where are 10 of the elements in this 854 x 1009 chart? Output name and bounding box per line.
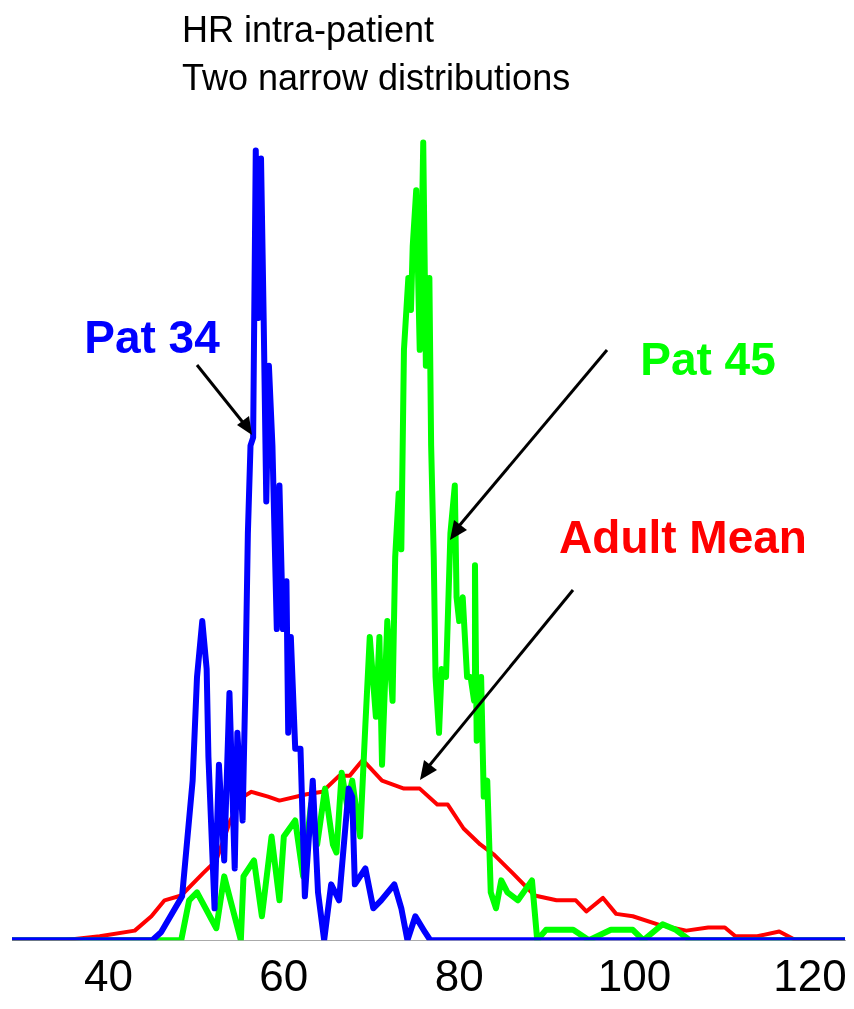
x-tick-label: 40 (83, 950, 133, 1000)
text: Adult Mean (559, 510, 807, 563)
series-label: Pat 34 (84, 310, 221, 363)
x-tick-label: 80 (434, 950, 484, 1000)
chart-title: HR intra-patient (182, 9, 435, 50)
chart-subtitle: Two narrow distributions (182, 57, 571, 98)
text: Pat 45 (640, 332, 776, 385)
x-tick-label: 100 (597, 950, 672, 1000)
x-tick-label: 60 (259, 950, 309, 1000)
x-tick-label: 120 (773, 950, 847, 1000)
